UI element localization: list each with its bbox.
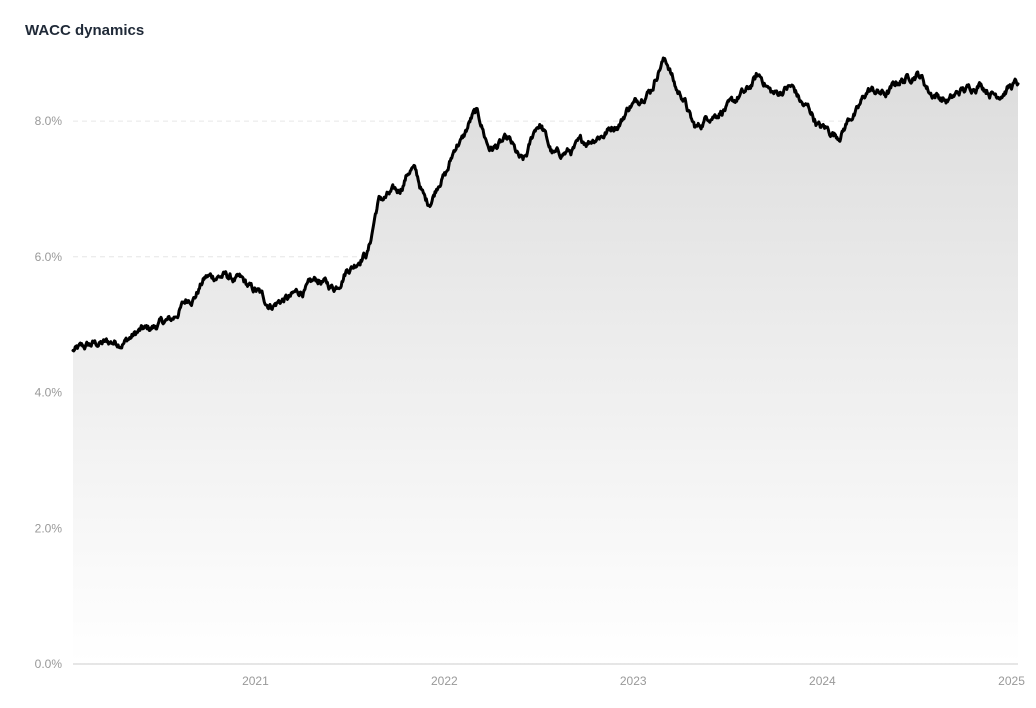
x-tick-label: 2022 — [431, 674, 458, 688]
x-tick-labels: 2021 2022 2023 2024 2025 — [242, 674, 1025, 688]
x-tick-label: 2024 — [809, 674, 836, 688]
series-area — [73, 58, 1018, 664]
y-tick-label: 2.0% — [35, 521, 63, 535]
y-tick-label: 6.0% — [35, 250, 63, 264]
x-tick-label: 2021 — [242, 674, 269, 688]
y-tick-labels: 0.0% 2.0% 4.0% 6.0% 8.0% — [35, 114, 63, 671]
chart-title: WACC dynamics — [25, 22, 145, 39]
series-line — [71, 56, 1020, 353]
y-tick-label: 0.0% — [35, 657, 63, 671]
y-tick-label: 4.0% — [35, 386, 63, 400]
x-tick-label: 2023 — [620, 674, 647, 688]
y-tick-label: 8.0% — [35, 114, 63, 128]
x-tick-label: 2025 — [998, 674, 1025, 688]
